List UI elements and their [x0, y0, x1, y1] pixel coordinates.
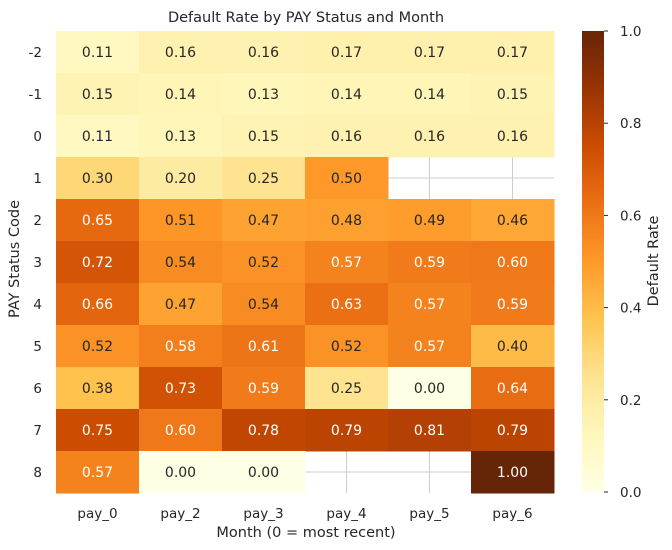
cell-value-label: 0.63 [331, 297, 362, 313]
cell-value-label: 0.57 [414, 339, 445, 355]
cell-value-label: 0.78 [248, 423, 279, 439]
x-axis-ticks: pay_0 pay_2 pay_3 pay_4 pay_5 pay_6 [77, 506, 532, 522]
cell-value-label: 0.25 [331, 381, 362, 397]
cell-value-label: 0.38 [82, 381, 113, 397]
cell-value-label: 0.52 [248, 255, 279, 271]
cell-value-label: 0.57 [331, 255, 362, 271]
y-tick-label: 0 [33, 129, 42, 145]
cell-value-label: 0.17 [331, 45, 362, 61]
x-tick-label: pay_2 [160, 506, 200, 522]
cell-value-label: 0.50 [331, 171, 362, 187]
cell-value-label: 0.60 [497, 255, 528, 271]
cell-value-label: 0.72 [82, 255, 113, 271]
cell-value-label: 0.66 [82, 297, 113, 313]
y-tick-label: 1 [33, 171, 42, 187]
cell-value-label: 0.65 [82, 213, 113, 229]
cell-value-label: 0.60 [165, 423, 196, 439]
cell-value-label: 0.57 [82, 465, 113, 481]
x-tick-label: pay_4 [326, 506, 366, 522]
cell-value-label: 0.79 [331, 423, 362, 439]
colorbar-tick-label: 1.0 [620, 24, 641, 40]
x-tick-label: pay_5 [409, 506, 449, 522]
cell-value-label: 0.15 [497, 87, 528, 103]
cell-value-label: 0.14 [165, 87, 196, 103]
colorbar-tick-label: 0.2 [620, 393, 641, 409]
colorbar-label: Default Rate [646, 216, 662, 307]
y-tick-label: 3 [33, 255, 42, 271]
heatmap-cells: 0.11 0.16 0.16 0.17 0.17 0.17 0.15 0.14 0.13 0.14… [56, 31, 555, 494]
cell-value-label: 0.81 [414, 423, 445, 439]
colorbar-tick-label: 0.4 [620, 301, 641, 317]
cell-value-label: 0.59 [497, 297, 528, 313]
y-tick-label: 6 [33, 381, 42, 397]
cell-value-label: 0.13 [165, 129, 196, 145]
cell-value-label: 0.79 [497, 423, 528, 439]
colorbar-gradient [582, 31, 604, 492]
cell-value-label: 0.13 [248, 87, 279, 103]
cell-value-label: 0.16 [248, 45, 279, 61]
cell-value-label: 0.16 [331, 129, 362, 145]
cell-value-label: 0.16 [497, 129, 528, 145]
y-tick-label: 2 [33, 213, 42, 229]
cell-value-label: 0.54 [165, 255, 196, 271]
cell-value-label: 1.00 [497, 465, 528, 481]
cell-value-label: 0.46 [497, 213, 528, 229]
cell-value-label: 0.00 [248, 465, 279, 481]
cell-value-label: 0.17 [497, 45, 528, 61]
colorbar-tick-label: 0.8 [620, 116, 641, 132]
y-tick-label: -2 [29, 45, 42, 61]
cell-value-label: 0.47 [248, 213, 279, 229]
cell-value-label: 0.52 [331, 339, 362, 355]
y-axis-label: PAY Status Code [7, 200, 23, 318]
cell-value-label: 0.64 [497, 381, 528, 397]
cell-value-label: 0.47 [165, 297, 196, 313]
cell-value-label: 0.14 [331, 87, 362, 103]
cell-value-label: 0.59 [248, 381, 279, 397]
cell-value-label: 0.25 [248, 171, 279, 187]
cell-value-label: 0.16 [414, 129, 445, 145]
cell-value-label: 0.16 [165, 45, 196, 61]
cell-value-label: 0.51 [165, 213, 196, 229]
colorbar: 0.0 0.2 0.4 0.6 0.8 1.0 [582, 24, 641, 501]
x-tick-label: pay_0 [77, 506, 117, 522]
cell-value-label: 0.73 [165, 381, 196, 397]
cell-value-label: 0.15 [82, 87, 113, 103]
x-tick-label: pay_3 [243, 506, 283, 522]
cell-value-label: 0.57 [414, 297, 445, 313]
y-axis-ticks: -2 -1 0 1 2 3 4 5 6 7 8 [29, 45, 42, 481]
x-tick-label: pay_6 [492, 506, 532, 522]
y-tick-label: 5 [33, 339, 42, 355]
cell-value-label: 0.75 [82, 423, 113, 439]
cell-value-label: 0.00 [414, 381, 445, 397]
chart-title: Default Rate by PAY Status and Month [168, 10, 444, 26]
y-tick-label: -1 [29, 87, 42, 103]
cell-value-label: 0.11 [82, 45, 113, 61]
cell-value-label: 0.00 [165, 465, 196, 481]
cell-value-label: 0.14 [414, 87, 445, 103]
x-axis-label: Month (0 = most recent) [216, 525, 395, 541]
y-tick-label: 7 [33, 423, 42, 439]
cell-value-label: 0.59 [414, 255, 445, 271]
cell-value-label: 0.52 [82, 339, 113, 355]
cell-value-label: 0.11 [82, 129, 113, 145]
y-tick-label: 8 [33, 465, 42, 481]
y-tick-label: 4 [33, 297, 42, 313]
cell-value-label: 0.30 [82, 171, 113, 187]
cell-value-label: 0.15 [248, 129, 279, 145]
cell-value-label: 0.20 [165, 171, 196, 187]
cell-value-label: 0.58 [165, 339, 196, 355]
cell-value-label: 0.54 [248, 297, 279, 313]
cell-value-label: 0.17 [414, 45, 445, 61]
cell-value-label: 0.61 [248, 339, 279, 355]
colorbar-tick-label: 0.0 [620, 485, 641, 501]
cell-value-label: 0.48 [331, 213, 362, 229]
cell-value-label: 0.40 [497, 339, 528, 355]
cell-value-label: 0.49 [414, 213, 445, 229]
colorbar-tick-label: 0.6 [620, 208, 641, 224]
